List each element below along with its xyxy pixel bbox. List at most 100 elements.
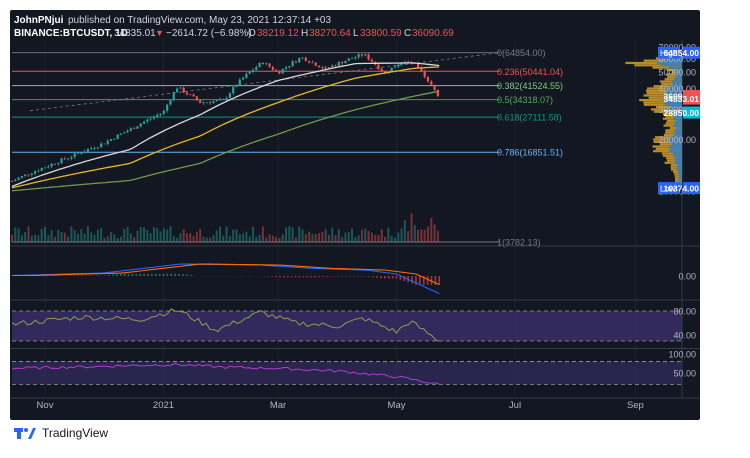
volume-bar	[162, 228, 165, 242]
footer-brand[interactable]: TradingView	[42, 426, 109, 440]
price-badge-value: 64854.00	[664, 48, 700, 58]
candle-body	[275, 69, 278, 71]
volume-bar	[436, 230, 439, 242]
volume-bar	[106, 236, 109, 242]
macd-histogram-bar	[88, 275, 91, 276]
volume-profile-bar	[662, 154, 682, 157]
price-axis[interactable]: 70000.0060000.0050000.0040000.0030000.00…	[658, 43, 700, 379]
fib-level-label: 0(64854.00)	[497, 48, 546, 58]
fib-level-label: 0.382(41524.55)	[497, 81, 563, 91]
time-axis[interactable]: Nov 2021 Mar May Jul Sep	[37, 400, 644, 411]
author-name[interactable]: JohnPNjui	[14, 15, 64, 26]
price-tick-label: 60000.00	[658, 54, 696, 64]
chart-canvas[interactable]: JohnPNjui published on TradingView.com, …	[10, 10, 700, 420]
volume-bar	[390, 235, 393, 242]
candle-body	[261, 62, 265, 65]
time-tick-label: Jul	[509, 400, 521, 411]
candle-body	[100, 143, 103, 148]
volume-profile-bar	[653, 85, 682, 88]
volume-profile-bar-blue	[678, 180, 682, 183]
candle-body	[34, 171, 37, 174]
volume-bar	[185, 233, 188, 242]
candle-body	[116, 134, 119, 139]
volume-profile-bar	[652, 66, 682, 69]
volume-profile-bar	[666, 119, 682, 123]
time-tick-label: 2021	[153, 400, 174, 411]
candle-body	[169, 100, 172, 105]
candle-body	[317, 65, 321, 68]
macd-histogram-bar	[286, 276, 289, 278]
fibonacci-retracement[interactable]: 0(64854.00) 0.236(50441.04) 0.382(41524.55…	[12, 48, 563, 248]
volume-profile-bar-blue	[664, 101, 682, 104]
volume-bar	[327, 234, 330, 242]
volume-bar	[377, 235, 380, 242]
macd-histogram-bar	[294, 276, 297, 278]
moving-averages[interactable]	[11, 62, 440, 192]
macd-histogram-bar	[411, 276, 413, 284]
volume-bar	[281, 234, 284, 242]
volume-bar	[400, 228, 403, 242]
candle-body	[189, 94, 192, 96]
price-badge-tag	[658, 182, 680, 195]
candle-body	[321, 67, 324, 69]
volume-bar	[354, 236, 357, 242]
volume-profile-bar-blue	[670, 147, 682, 150]
macd-signal-line	[12, 263, 440, 286]
volume-profile-bar-blue	[672, 152, 682, 155]
volume-profile-bar	[663, 133, 682, 137]
volume-profile-bar	[670, 166, 682, 169]
volume-profile-bar-blue	[664, 94, 682, 97]
volume-bar	[331, 227, 334, 242]
volume-bar	[420, 229, 423, 242]
volume-profile-bar	[643, 103, 682, 106]
macd-histogram-bar	[302, 276, 305, 278]
volume-bar	[179, 233, 182, 242]
macd-histogram-bar	[84, 275, 87, 276]
macd-histogram-bar	[345, 276, 347, 277]
volume-bar	[159, 231, 162, 242]
macd-histogram-bar	[275, 276, 277, 278]
candle-body	[136, 126, 139, 129]
macd-histogram-bar	[77, 275, 79, 276]
volume-bar	[149, 233, 152, 242]
candle-body	[103, 143, 106, 145]
macd-histogram-bar	[139, 273, 141, 276]
volume-bar	[384, 236, 387, 242]
macd-histogram-bar	[73, 275, 75, 276]
macd-histogram-bar	[364, 276, 367, 277]
macd-histogram-bar	[50, 275, 52, 276]
price-tick-label: 40000.00	[658, 84, 696, 94]
volume-profile-bar-blue	[676, 166, 682, 169]
volume-profile-bar	[655, 136, 682, 139]
volume-bar	[393, 237, 396, 242]
volume-profile-bar-blue	[673, 124, 682, 127]
candle-body	[73, 153, 76, 158]
macd-histogram-bar	[376, 276, 378, 278]
symbol-name[interactable]: BINANCE:BTCUSDT, 1D	[14, 28, 128, 39]
candle-body	[109, 139, 113, 141]
candle-body	[93, 148, 96, 149]
macd-pane[interactable]	[11, 263, 441, 294]
candle-body	[30, 173, 33, 175]
volume-profile-bar-blue	[674, 157, 682, 160]
volume-bar	[119, 236, 122, 242]
chart-area[interactable]: JohnPNjui published on TradingView.com, …	[10, 10, 700, 420]
stochastic-pane[interactable]	[11, 361, 682, 385]
volume-bar	[360, 229, 363, 242]
macd-histogram-bar	[306, 276, 308, 278]
rsi-pane[interactable]	[11, 308, 682, 342]
macd-histogram-bar	[119, 273, 122, 276]
fib-level-label: 1(3782.13)	[497, 238, 541, 248]
volume-profile-bar	[646, 92, 682, 95]
volume-bar	[301, 229, 304, 242]
price-candles[interactable]	[10, 52, 439, 182]
candle-body	[208, 102, 212, 104]
candle-body	[403, 61, 406, 63]
volume-profile-bar-blue	[666, 92, 682, 95]
volume-profile-bar	[634, 64, 682, 67]
volume-profile-bar-blue	[668, 66, 682, 69]
candle-body	[149, 118, 152, 120]
volume-profile-bar	[662, 112, 682, 116]
volume-bar	[169, 226, 172, 242]
macd-histogram-bar	[333, 276, 336, 277]
